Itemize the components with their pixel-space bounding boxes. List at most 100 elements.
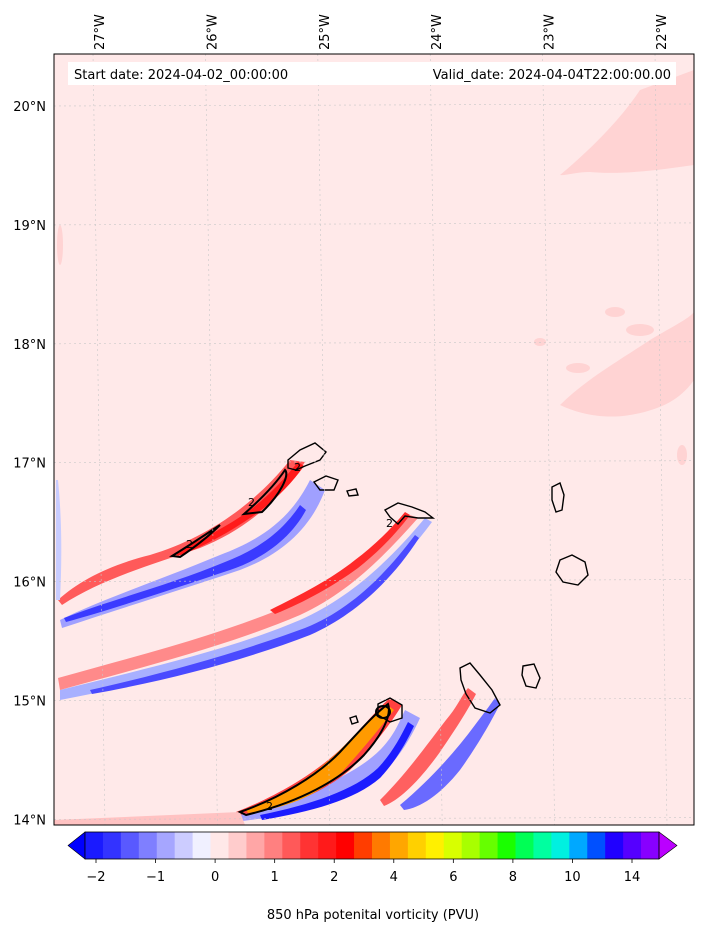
colorbar-bin — [479, 832, 498, 859]
lat-17n-label: 17°N — [13, 457, 46, 472]
colorbar-label: 850 hPa potenital vorticity (PVU) — [267, 908, 479, 923]
contour-label-2: 2 — [248, 496, 255, 509]
pv-streak-middle-negative — [60, 518, 432, 700]
pv-streak-north-positive — [58, 460, 305, 605]
pv-streak-southeast-positive — [380, 688, 476, 806]
lon-27w-label: 27°W — [93, 14, 108, 50]
coastlines — [287, 442, 589, 725]
colorbar-tick-label: 2 — [330, 870, 338, 885]
pv-contours — [169, 468, 391, 817]
colorbar-bin — [587, 832, 606, 859]
colorbar-bin — [336, 832, 355, 859]
colorbar-bin — [210, 832, 229, 859]
colorbar-tick-label: 0 — [211, 870, 219, 885]
colorbar-over-arrow — [658, 831, 678, 860]
graticule — [54, 54, 694, 825]
colorbar-tick-label: 14 — [624, 870, 641, 885]
colorbar-tick-label: −1 — [146, 870, 165, 885]
colorbar-tick-label: −2 — [86, 870, 105, 885]
colorbar-bin — [102, 832, 122, 859]
lon-22w-label: 22°W — [655, 14, 670, 50]
header-box — [68, 62, 676, 85]
colorbar-bin — [264, 832, 283, 859]
latitude-labels: 20°N 19°N 18°N 17°N 16°N 15°N 14°N — [13, 100, 46, 828]
colorbar-bin — [605, 832, 624, 859]
island-sao-vicente — [312, 475, 339, 491]
pv-small-patches — [57, 225, 687, 465]
island-sao-nicolau — [383, 502, 436, 525]
colorbar-bin — [461, 832, 481, 859]
colorbar-tick-label: 1 — [271, 870, 279, 885]
lat-15n-label: 15°N — [13, 695, 46, 710]
island-santa-luzia — [346, 488, 359, 497]
colorbar-bin — [407, 832, 427, 859]
contour-label-2: 2 — [294, 461, 301, 474]
colorbar-bin — [318, 832, 337, 859]
colorbar-bin — [228, 832, 247, 859]
colorbar-under-arrow — [67, 831, 86, 860]
island-fogo — [377, 697, 403, 723]
contour-label-2: 2 — [386, 517, 393, 530]
contour-labels: 2 2 2 2 2 — [186, 461, 393, 813]
lon-24w-label: 24°W — [430, 14, 445, 50]
lon-23w-label: 23°W — [543, 14, 558, 50]
pv-streak-middle-positive-core — [270, 512, 410, 614]
pv-west-edge-negative — [56, 480, 62, 600]
colorbar-frame — [84, 831, 660, 860]
colorbar-bin — [497, 832, 516, 859]
colorbar-bin — [443, 832, 463, 859]
map-plot-area: 2 2 2 2 2 — [54, 54, 694, 825]
colorbar-bin — [515, 832, 534, 859]
colorbar-bin — [174, 832, 194, 859]
colorbar-bin — [138, 832, 158, 859]
lat-14n-label: 14°N — [13, 813, 46, 828]
colorbar-bin — [120, 832, 140, 859]
pv-streak-southeast-negative — [400, 698, 500, 810]
pv-streak-bottom — [54, 812, 245, 825]
contour-label-2: 2 — [186, 538, 193, 551]
island-maio — [521, 663, 541, 689]
colorbar-bin — [623, 832, 642, 859]
colorbar-bin — [354, 832, 373, 859]
colorbar-tick-label: 8 — [509, 870, 517, 885]
colorbar: −2 −1 0 1 2 4 6 8 10 14 — [67, 831, 678, 885]
contour-label-2: 2 — [266, 800, 273, 813]
colorbar-bin — [533, 832, 552, 859]
pv-streak-middle-positive — [58, 515, 418, 690]
colorbar-bin — [569, 832, 588, 859]
pv-background-field — [54, 54, 694, 825]
valid-date-label: Valid_date: 2024-04-04T22:00:00.00 — [433, 68, 671, 83]
lon-25w-label: 25°W — [318, 14, 333, 50]
lat-16n-label: 16°N — [13, 576, 46, 591]
colorbar-bin — [282, 832, 301, 859]
colorbar-bin — [425, 832, 445, 859]
colorbar-bin — [192, 832, 211, 859]
lat-20n-label: 20°N — [13, 100, 46, 115]
colorbar-bin — [641, 832, 660, 859]
island-boa-vista — [555, 554, 589, 586]
lat-19n-label: 19°N — [13, 219, 46, 234]
lat-18n-label: 18°N — [13, 338, 46, 353]
colorbar-bin — [300, 832, 319, 859]
pv-streak-north-negative-core — [64, 505, 306, 622]
colorbar-tick-label: 10 — [564, 870, 581, 885]
colorbar-bin — [246, 832, 265, 859]
colorbar-bin — [551, 832, 570, 859]
island-santiago — [459, 662, 501, 714]
pv-patch-northeast — [560, 70, 694, 176]
map-frame — [53, 53, 695, 826]
colorbar-bin — [389, 832, 409, 859]
colorbar-tick-label: 4 — [390, 870, 398, 885]
colorbar-bin — [156, 832, 176, 859]
lon-26w-label: 26°W — [205, 14, 220, 50]
longitude-labels: 27°W 26°W 25°W 24°W 23°W 22°W — [93, 14, 670, 50]
island-brava — [349, 715, 359, 725]
colorbar-bin — [372, 832, 391, 859]
island-sal — [551, 482, 565, 513]
colorbar-tick-label: 6 — [449, 870, 457, 885]
colorbar-bin — [85, 832, 104, 859]
island-santo-antao — [287, 442, 327, 471]
pv-streak-south-negative-core — [260, 722, 414, 820]
start-date-label: Start date: 2024-04-02_00:00:00 — [74, 68, 288, 83]
